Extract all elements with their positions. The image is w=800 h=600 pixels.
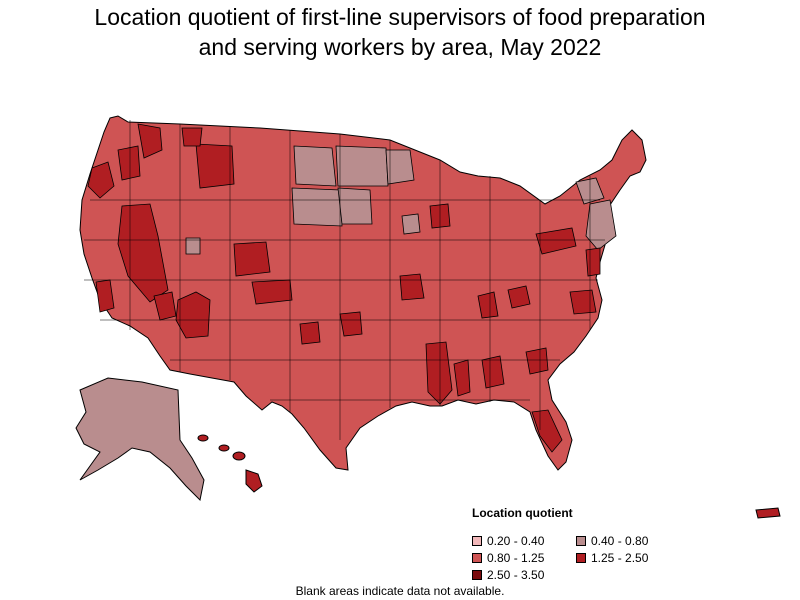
area-boundaries (84, 120, 605, 440)
swatch-icon (576, 553, 586, 563)
legend-item-0.80-1.25: 0.80 - 1.25 (472, 551, 576, 565)
legend-item-0.40-0.80: 0.40 - 0.80 (576, 534, 676, 548)
legend-label: 1.25 - 2.50 (591, 551, 649, 565)
swatch-icon (576, 536, 586, 546)
puerto-rico[interactable] (755, 507, 781, 519)
hawaii[interactable] (197, 434, 263, 493)
high-lq-areas (87, 123, 601, 453)
swatch-icon (472, 553, 482, 563)
legend-item-0.20-0.40: 0.20 - 0.40 (472, 534, 576, 548)
legend-label: 0.80 - 1.25 (487, 551, 545, 565)
alaska[interactable] (75, 377, 205, 502)
legend-label: 0.20 - 0.40 (487, 534, 545, 548)
map-title: Location quotient of first-line supervis… (0, 2, 800, 62)
legend-label: 2.50 - 3.50 (487, 568, 545, 582)
legend-item-2.50-3.50: 2.50 - 3.50 (472, 568, 576, 582)
data-note: Blank areas indicate data not available. (295, 584, 505, 598)
swatch-icon (472, 570, 482, 580)
swatch-icon (472, 536, 482, 546)
legend-title: Location quotient (472, 506, 573, 520)
legend: Location quotient 0.20 - 0.40 0.40 - 0.8… (472, 506, 676, 582)
legend-label: 0.40 - 0.80 (591, 534, 649, 548)
legend-item-1.25-2.50: 1.25 - 2.50 (576, 551, 676, 565)
title-line-1: Location quotient of first-line supervis… (94, 4, 706, 30)
title-line-2: and serving workers by area, May 2022 (198, 34, 602, 60)
